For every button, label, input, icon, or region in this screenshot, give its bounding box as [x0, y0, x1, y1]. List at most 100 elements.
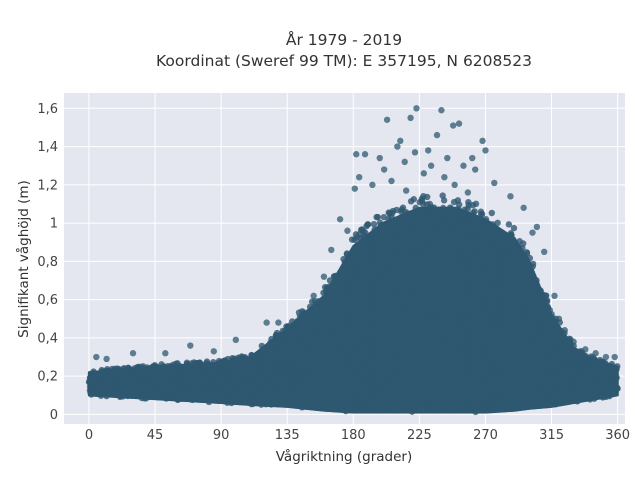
data-point: [548, 338, 555, 345]
data-point: [515, 248, 522, 256]
data-point: [303, 350, 310, 358]
data-point: [249, 359, 257, 366]
data-point: [266, 361, 273, 369]
data-point: [430, 387, 438, 395]
data-point: [441, 173, 448, 181]
data-point: [569, 377, 576, 384]
data-point: [520, 397, 527, 404]
data-point: [390, 321, 398, 328]
data-point: [434, 282, 441, 289]
data-point: [532, 284, 539, 291]
data-point: [371, 226, 378, 233]
data-point: [397, 249, 405, 256]
data-point: [312, 320, 320, 328]
data-point: [507, 254, 514, 261]
data-point: [404, 210, 411, 218]
data-point: [555, 379, 562, 386]
data-point: [197, 385, 204, 392]
data-point: [499, 249, 506, 256]
data-point: [380, 213, 388, 221]
data-point: [257, 390, 264, 397]
data-point: [307, 395, 315, 402]
data-point: [403, 385, 410, 392]
data-point: [376, 154, 383, 162]
data-point: [295, 397, 302, 405]
y-tick-label: 0,6: [37, 293, 58, 308]
data-point: [355, 299, 362, 307]
data-point: [436, 331, 444, 338]
data-point: [373, 312, 380, 320]
data-point: [361, 151, 369, 158]
data-point: [268, 338, 276, 346]
data-point: [377, 272, 385, 279]
data-point: [484, 333, 491, 341]
data-point: [425, 297, 432, 305]
data-point: [523, 366, 531, 373]
data-point: [390, 300, 397, 307]
data-point: [216, 396, 223, 404]
data-point: [120, 365, 128, 372]
data-point: [454, 337, 462, 345]
data-point: [396, 220, 403, 228]
data-point: [141, 367, 148, 374]
y-tick-labels: 0 0,2 0,4 0,6 0,8 1 1,2 1,4 1,6: [37, 102, 58, 423]
data-point: [440, 197, 448, 204]
data-point: [482, 216, 490, 223]
data-point: [402, 226, 409, 234]
data-point: [561, 344, 568, 351]
data-point: [510, 324, 517, 332]
data-point: [358, 271, 365, 278]
data-point: [305, 335, 312, 342]
data-point: [413, 356, 420, 363]
data-point: [520, 204, 527, 211]
data-point: [533, 343, 540, 351]
data-point: [428, 285, 436, 293]
data-point: [415, 320, 422, 327]
data-point: [205, 395, 213, 403]
data-point: [411, 252, 419, 260]
data-point: [206, 385, 213, 392]
data-point: [96, 381, 103, 389]
data-point: [116, 392, 124, 399]
x-tick-label: 315: [539, 428, 564, 443]
data-point: [166, 369, 173, 376]
data-point: [600, 393, 607, 400]
data-point: [315, 311, 323, 319]
data-point: [232, 360, 239, 367]
data-point: [370, 318, 377, 325]
data-point: [165, 390, 172, 398]
data-point: [464, 244, 472, 251]
data-point: [455, 220, 463, 227]
data-point: [491, 179, 498, 187]
data-point: [374, 237, 381, 245]
data-point: [494, 284, 501, 291]
data-point: [294, 370, 301, 377]
data-point: [361, 392, 369, 399]
data-point: [440, 337, 448, 344]
data-point: [408, 333, 416, 340]
data-point: [425, 147, 432, 154]
data-point: [570, 338, 577, 345]
data-point: [502, 392, 509, 400]
data-point: [346, 396, 353, 403]
data-point: [280, 348, 288, 356]
data-point: [402, 398, 409, 405]
data-point: [472, 200, 480, 208]
data-point: [434, 338, 441, 345]
data-point: [466, 294, 474, 302]
data-point: [360, 228, 367, 235]
data-point: [105, 377, 112, 385]
data-point: [420, 295, 427, 302]
data-point: [526, 276, 534, 284]
data-point: [347, 328, 354, 335]
data-point: [339, 275, 347, 283]
data-point: [453, 319, 461, 327]
data-point: [517, 337, 524, 344]
data-point: [441, 228, 449, 236]
data-point: [487, 296, 494, 303]
data-point: [392, 344, 399, 352]
data-point: [414, 241, 421, 249]
data-point: [463, 227, 470, 234]
data-point: [401, 158, 408, 166]
data-point: [434, 367, 441, 374]
